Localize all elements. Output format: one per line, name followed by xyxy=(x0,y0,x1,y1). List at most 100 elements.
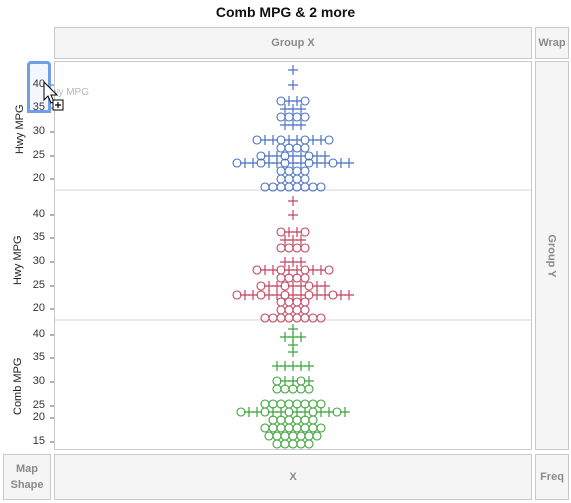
data-point xyxy=(308,313,318,323)
data-point xyxy=(296,376,306,386)
data-point xyxy=(276,112,286,122)
plus-icon xyxy=(52,99,64,111)
data-point xyxy=(304,431,314,441)
data-point xyxy=(296,235,306,245)
data-point xyxy=(304,439,314,449)
plot-frame xyxy=(54,61,532,450)
data-point xyxy=(276,305,286,315)
map-shape-label: Map Shape xyxy=(10,463,44,491)
freq-label: Freq xyxy=(540,471,564,483)
data-point xyxy=(320,281,330,291)
data-point xyxy=(328,290,338,300)
data-point xyxy=(276,143,286,153)
data-point xyxy=(296,290,306,300)
data-point xyxy=(296,281,306,291)
data-point xyxy=(296,384,306,394)
data-point xyxy=(272,439,282,449)
data-point xyxy=(276,297,286,307)
data-point xyxy=(276,273,286,283)
data-point xyxy=(324,135,334,145)
data-point xyxy=(300,243,310,253)
drag-ghost-label: Hwy MPG xyxy=(44,87,89,98)
map-shape-zone[interactable]: Map Shape xyxy=(3,454,51,500)
data-point xyxy=(296,439,306,449)
data-point xyxy=(272,158,282,168)
data-point xyxy=(292,305,302,315)
x-label: X xyxy=(289,471,297,483)
data-point xyxy=(316,313,326,323)
data-point xyxy=(308,415,318,425)
arrow-cursor-icon xyxy=(43,80,64,111)
group-x-label: Group X xyxy=(271,37,315,49)
data-point xyxy=(292,143,302,153)
data-point xyxy=(284,243,294,253)
data-point xyxy=(272,376,282,386)
data-point xyxy=(292,174,302,184)
data-point xyxy=(304,281,314,291)
y-tick-label: 30 xyxy=(32,255,45,267)
data-point xyxy=(248,290,258,300)
group-x-zone[interactable]: Group X xyxy=(54,27,532,59)
data-point xyxy=(296,104,306,114)
data-point xyxy=(300,143,310,153)
data-point xyxy=(300,227,310,237)
wrap-zone[interactable]: Wrap xyxy=(535,27,569,59)
y-tick-label: 30 xyxy=(32,125,45,137)
data-point xyxy=(276,227,286,237)
data-point xyxy=(268,313,278,323)
data-point xyxy=(292,243,302,253)
y-tick-label: 20 xyxy=(32,172,45,184)
y-tick-label: 15 xyxy=(32,435,45,447)
data-point xyxy=(232,158,242,168)
data-point xyxy=(292,273,302,283)
data-point xyxy=(284,112,294,122)
data-point xyxy=(276,96,286,106)
data-point xyxy=(288,384,298,394)
x-zone[interactable]: X xyxy=(54,454,532,500)
data-point xyxy=(308,423,318,433)
data-point xyxy=(316,399,326,409)
data-point xyxy=(300,273,310,283)
data-point xyxy=(328,158,338,168)
data-point xyxy=(260,399,270,409)
data-point xyxy=(256,281,266,291)
y-tick-label: 20 xyxy=(32,411,45,423)
data-point xyxy=(284,423,294,433)
data-point xyxy=(280,281,290,291)
data-point xyxy=(280,431,290,441)
data-point xyxy=(296,431,306,441)
data-point xyxy=(332,407,342,417)
data-point xyxy=(276,135,286,145)
data-point xyxy=(292,399,302,409)
data-point xyxy=(316,182,326,192)
data-point xyxy=(288,431,298,441)
data-point xyxy=(280,384,290,394)
data-point xyxy=(276,415,286,425)
group-y-zone[interactable]: Group Y xyxy=(535,61,569,450)
y-tick-label: 40 xyxy=(32,328,45,340)
data-point xyxy=(296,120,306,130)
data-point xyxy=(300,96,310,106)
data-point xyxy=(292,135,302,145)
data-point xyxy=(260,313,270,323)
data-point xyxy=(296,332,306,342)
data-point xyxy=(300,313,310,323)
data-point xyxy=(292,313,302,323)
freq-zone[interactable]: Freq xyxy=(535,454,569,500)
data-point xyxy=(304,384,314,394)
data-point xyxy=(276,313,286,323)
data-point xyxy=(264,431,274,441)
data-point xyxy=(292,415,302,425)
chart-title: Comb MPG & 2 more xyxy=(215,4,356,20)
data-point xyxy=(292,96,302,106)
data-point xyxy=(300,297,310,307)
data-point xyxy=(284,305,294,315)
y-tick-label: 25 xyxy=(32,149,45,161)
data-point xyxy=(284,143,294,153)
data-point xyxy=(292,265,302,275)
data-point xyxy=(276,399,286,409)
data-point xyxy=(288,65,298,75)
y-tick-label: 40 xyxy=(32,78,45,90)
data-point xyxy=(272,431,282,441)
